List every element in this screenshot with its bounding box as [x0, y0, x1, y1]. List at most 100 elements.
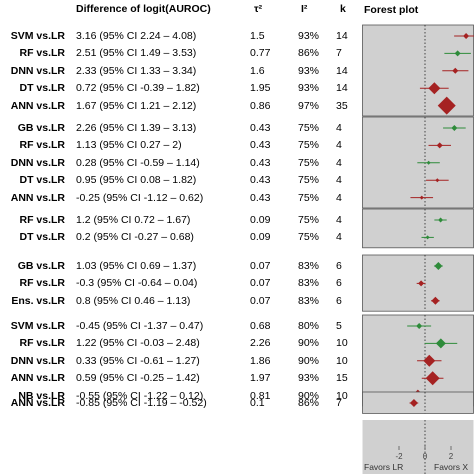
table-row: RF vs.LR 1.2 (95% CI 0.72 – 1.67) 0.09 75% 4 — [0, 213, 362, 227]
k-value: 4 — [336, 139, 342, 152]
i-squared-value: 93% — [298, 372, 320, 385]
k-value: 7 — [336, 397, 342, 409]
header-k: k — [340, 3, 346, 15]
i-squared-value: 75% — [298, 191, 320, 204]
difference-value: -0.3 (95% CI -0.64 – 0.04) — [76, 277, 198, 290]
comparison-label: Ens. vs.LR — [11, 294, 65, 307]
favors-right-label: Favors X — [434, 462, 468, 472]
header-difference: Difference of logit(AUROC) — [76, 3, 211, 15]
x-tick-label: 2 — [449, 452, 454, 461]
k-value: 4 — [336, 231, 342, 244]
tau-squared-value: 2.26 — [250, 337, 271, 350]
comparison-label: SVM vs.LR — [10, 30, 65, 42]
table-row: RF vs.LR 1.22 (95% CI -0.03 – 2.48) 2.26 90… — [0, 336, 362, 350]
axis-area — [362, 420, 474, 474]
difference-value: 2.33 (95% CI 1.33 – 3.34) — [76, 64, 197, 77]
difference-value: 3.16 (95% CI 2.24 – 4.08) — [76, 30, 197, 42]
difference-value: 1.67 (95% CI 1.21 – 2.12) — [76, 99, 197, 112]
table-row: DNN vs.LR 2.33 (95% CI 1.33 – 3.34) 1.6 93%… — [0, 64, 362, 78]
point-estimate — [431, 296, 440, 305]
forest-panel — [362, 208, 474, 249]
i-squared-value: 83% — [298, 260, 320, 272]
i-squared-value: 83% — [298, 277, 320, 290]
results-table: Difference of logit(AUROC) τ² I² k SVM v… — [0, 3, 362, 409]
i-squared-value: 83% — [298, 294, 320, 307]
tau-squared-value: 0.1 — [250, 397, 265, 409]
i-squared-value: 93% — [298, 64, 320, 77]
tau-squared-value: 0.07 — [250, 260, 271, 272]
tau-squared-value: 0.81 — [250, 389, 271, 402]
i-squared-value: 93% — [298, 30, 320, 42]
i-squared-value: 75% — [298, 122, 320, 134]
tau-squared-value: 0.86 — [250, 99, 271, 112]
table-row: NB vs.LR -0.55 (95% CI -1.22 – 0.12) 0.81 9… — [0, 389, 362, 403]
i-squared-value: 75% — [298, 174, 320, 187]
comparison-label: DNN vs.LR — [10, 354, 65, 367]
difference-value: 1.03 (95% CI 0.69 – 1.37) — [76, 260, 197, 272]
i-squared-value: 75% — [298, 231, 320, 244]
difference-value: 1.13 (95% CI 0.27 – 2) — [76, 139, 182, 152]
difference-value: 0.2 (95% CI -0.27 – 0.68) — [76, 231, 194, 244]
i-squared-value: 75% — [298, 214, 320, 226]
table-row: DT vs.LR 0.72 (95% CI -0.39 – 1.82) 1.95 93… — [0, 81, 362, 95]
i-squared-value: 90% — [298, 389, 320, 402]
tau-squared-value: 0.43 — [250, 156, 271, 169]
forest-plot-title: Forest plot — [364, 4, 419, 16]
k-value: 10 — [336, 354, 348, 367]
point-estimate — [428, 82, 441, 95]
k-value: 35 — [336, 99, 348, 112]
tau-squared-value: 0.43 — [250, 122, 271, 134]
k-value: 6 — [336, 260, 342, 272]
difference-value: -0.85 (95% CI -1.19 – -0.52) — [76, 397, 207, 409]
i-squared-value: 80% — [298, 320, 320, 332]
k-value: 4 — [336, 156, 342, 169]
point-estimate — [423, 354, 436, 367]
k-value: 6 — [336, 277, 342, 290]
comparison-label: DNN vs.LR — [10, 64, 65, 77]
difference-value: 0.28 (95% CI -0.59 – 1.14) — [76, 156, 200, 169]
table-row: RF vs.LR 1.13 (95% CI 0.27 – 2) 0.43 75% 4 — [0, 138, 362, 152]
comparison-label: RF vs.LR — [19, 139, 65, 152]
point-estimate — [435, 178, 440, 183]
tau-squared-value: 0.09 — [250, 231, 271, 244]
tau-squared-value: 0.43 — [250, 139, 271, 152]
k-value: 14 — [336, 64, 348, 77]
k-value: 10 — [336, 337, 348, 350]
x-tick-label: 0 — [423, 452, 428, 461]
point-estimate — [438, 217, 444, 223]
difference-value: 0.59 (95% CI -0.25 – 1.42) — [76, 372, 200, 385]
point-estimate — [419, 195, 424, 200]
i-squared-value: 86% — [298, 47, 320, 60]
table-row: DT vs.LR 0.95 (95% CI 0.08 – 1.82) 0.43 75%… — [0, 173, 362, 187]
table-row: DNN vs.LR 0.33 (95% CI -0.61 – 1.27) 1.86 9… — [0, 354, 362, 368]
comparison-label: NB vs.LR — [18, 389, 65, 402]
i-squared-value: 86% — [298, 397, 320, 409]
point-estimate — [435, 338, 446, 349]
header-i-squared: I² — [301, 3, 308, 15]
i-squared-value: 90% — [298, 337, 320, 350]
tau-squared-value: 1.5 — [250, 30, 265, 42]
k-value: 4 — [336, 214, 342, 226]
x-tick-label: -2 — [395, 452, 403, 461]
comparison-label: RF vs.LR — [19, 47, 65, 60]
tau-squared-value: 1.97 — [250, 372, 271, 385]
difference-value: 2.26 (95% CI 1.39 – 3.13) — [76, 122, 197, 134]
k-value: 14 — [336, 30, 348, 42]
tau-squared-value: 0.43 — [250, 174, 271, 187]
difference-value: 1.22 (95% CI -0.03 – 2.48) — [76, 337, 200, 350]
table-row: SVM vs.LR 3.16 (95% CI 2.24 – 4.08) 1.5 93%… — [0, 29, 362, 43]
comparison-label: ANN vs.LR — [10, 372, 65, 385]
difference-value: 2.51 (95% CI 1.49 – 3.53) — [76, 47, 197, 60]
point-estimate — [436, 142, 443, 149]
difference-value: 0.8 (95% CI 0.46 – 1.13) — [76, 294, 191, 307]
comparison-label: SVM vs.LR — [10, 320, 65, 332]
difference-value: 0.33 (95% CI -0.61 – 1.27) — [76, 354, 200, 367]
table-row: ANN vs.LR 0.59 (95% CI -0.25 – 1.42) 1.97 9… — [0, 371, 362, 385]
table-row: ANN vs.LR 1.67 (95% CI 1.21 – 2.12) 0.86 97… — [0, 99, 362, 113]
tau-squared-value: 1.86 — [250, 354, 271, 367]
favors-left-label: Favors LR — [364, 462, 403, 472]
k-value: 6 — [336, 294, 342, 307]
point-estimate — [454, 50, 461, 57]
difference-value: 0.95 (95% CI 0.08 – 1.82) — [76, 174, 197, 187]
tau-squared-value: 1.6 — [250, 64, 265, 77]
